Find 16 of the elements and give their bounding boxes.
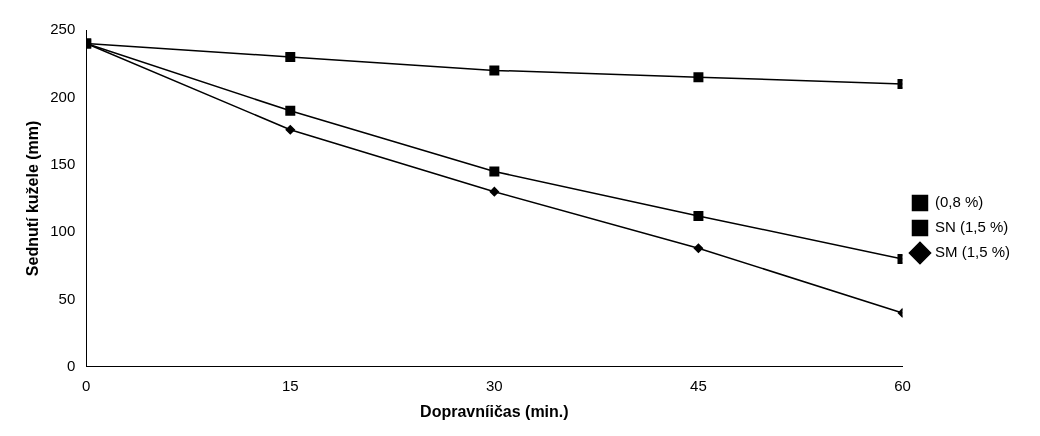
legend-label: SM (1,5 %) [934, 243, 1010, 261]
y-tick-label: 150 [50, 154, 76, 172]
x-tick-label: 45 [690, 376, 707, 394]
y-axis-title: Sednutí kužele (mm) [24, 120, 42, 277]
y-tick-label: 250 [50, 20, 76, 38]
x-tick-label: 60 [894, 376, 911, 394]
y-tick-label: 50 [58, 289, 76, 307]
y-tick-label: 200 [50, 87, 76, 105]
y-tick-label: 0 [66, 356, 76, 374]
legend-label: SN (1,5 %) [934, 218, 1009, 236]
x-tick-label: 15 [281, 376, 299, 394]
x-tick-label: 0 [82, 376, 91, 394]
legend-label: (0,8 %) [934, 193, 984, 211]
x-tick-label: 30 [486, 376, 503, 394]
y-tick-label: 100 [50, 222, 76, 240]
x-axis-title: Dopravníičas (min.) [420, 402, 569, 420]
